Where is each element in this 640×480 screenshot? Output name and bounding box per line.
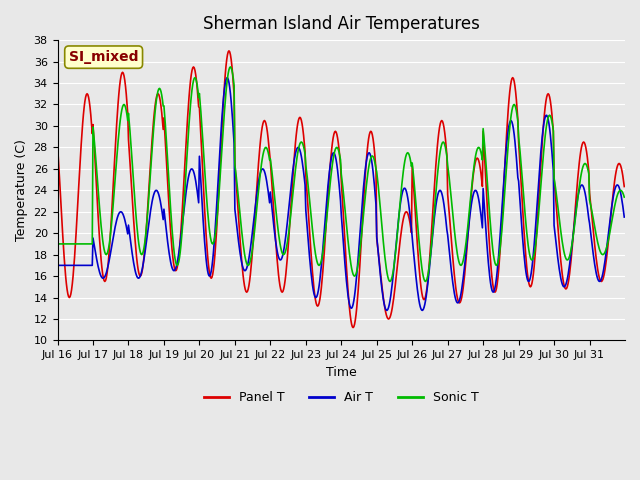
Y-axis label: Temperature (C): Temperature (C) [15,139,28,241]
Panel T [225,49,232,55]
Panel T [401,211,409,216]
Sonic T [225,71,232,76]
Sonic T [120,102,128,108]
Line: Air T: Air T [58,78,624,311]
Sonic T [275,230,282,236]
Air T [253,189,261,195]
Sonic T [54,241,61,247]
Panel T [349,324,357,330]
Title: Sherman Island Air Temperatures: Sherman Island Air Temperatures [203,15,480,33]
Air T [433,198,440,204]
Panel T [54,142,61,147]
Sonic T [253,203,261,209]
Sonic T [401,158,409,164]
Text: SI_mixed: SI_mixed [69,50,138,64]
Air T [419,308,426,313]
Panel T [275,271,282,277]
Panel T [253,181,261,187]
Air T [400,185,408,191]
Legend: Panel T, Air T, Sonic T: Panel T, Air T, Sonic T [198,386,484,409]
Air T [225,80,233,85]
Sonic T [386,278,394,284]
Line: Sonic T: Sonic T [58,67,624,281]
Line: Panel T: Panel T [58,51,624,327]
Panel T [620,184,628,190]
X-axis label: Time: Time [326,366,356,379]
Sonic T [227,64,234,70]
Air T [120,214,128,220]
Panel T [433,153,440,158]
Air T [54,263,61,268]
Panel T [225,48,233,54]
Sonic T [620,194,628,200]
Air T [620,214,628,220]
Air T [275,254,282,260]
Sonic T [433,181,440,187]
Panel T [120,73,128,79]
Air T [223,75,231,81]
